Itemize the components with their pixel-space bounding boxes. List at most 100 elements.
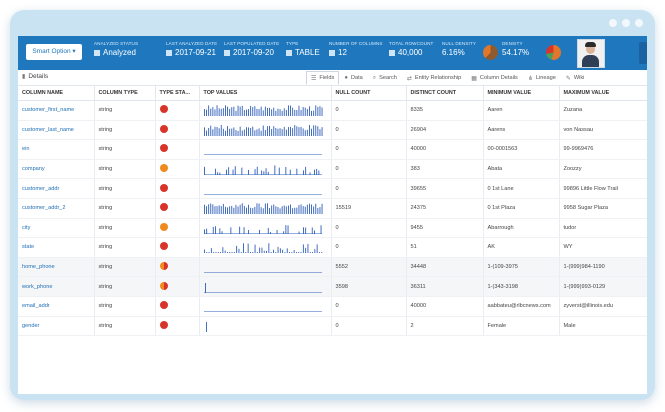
column-name-cell[interactable]: customer_first_name bbox=[18, 100, 95, 121]
header-bar: Smart Option ▾ ANALYZED STATUS Analyzed … bbox=[18, 36, 647, 70]
header-column-name[interactable]: COLUMN NAME bbox=[18, 86, 95, 101]
total-row-count: TOTAL ROWCOUNT 40,000 bbox=[389, 41, 433, 57]
total-row-count-value: 40,000 bbox=[398, 48, 423, 57]
sparkline-bar bbox=[237, 206, 238, 215]
sparkline-bar bbox=[266, 126, 268, 136]
sparkline-bar bbox=[293, 110, 295, 117]
column-name-cell[interactable]: work_phone bbox=[18, 276, 95, 297]
distinct-count-cell: 40000 bbox=[406, 139, 484, 160]
header-null-count[interactable]: NULL COUNT bbox=[331, 86, 407, 101]
maximum-value-cell: 9958 Sugar Plaza bbox=[559, 198, 647, 219]
table-row[interactable]: home_phone string 5552 34448 1-(109-3975 1-(9… bbox=[18, 257, 647, 278]
tab-data[interactable]: ● Data bbox=[339, 71, 367, 85]
column-type-cell: string bbox=[94, 276, 156, 297]
table-row[interactable]: customer_addr string 0 39655 0 1st Lane 99896… bbox=[18, 178, 647, 199]
table-row[interactable]: company string 0 383 Abata Zoozzy bbox=[18, 159, 647, 180]
sparkline-bar bbox=[205, 206, 207, 215]
column-name-cell[interactable]: city bbox=[18, 218, 95, 239]
table-row[interactable]: customer_first_name string 0 8335 Aaren Zuzan… bbox=[18, 100, 647, 121]
table-row[interactable]: customer_last_name string 0 26904 Aarens von … bbox=[18, 120, 647, 141]
minimum-value-cell: Female bbox=[483, 316, 560, 337]
table-row[interactable]: city string 0 9455 Abarrough tudor bbox=[18, 218, 647, 239]
tab-wiki[interactable]: ✎ Wiki bbox=[561, 71, 590, 85]
minimum-value-cell: 0 1st Lane bbox=[483, 178, 560, 199]
column-name-cell[interactable]: home_phone bbox=[18, 257, 95, 278]
header-maximum-value[interactable]: MAXIMUM VALUE bbox=[559, 86, 647, 101]
header-minimum-value[interactable]: MINIMUM VALUE bbox=[483, 86, 560, 101]
null-density-label: NULL DENSITY bbox=[442, 41, 476, 46]
sparkline-bar bbox=[245, 109, 247, 117]
sparkline-bar bbox=[316, 107, 318, 117]
maximum-value-cell: tudor bbox=[559, 218, 647, 239]
header-distinct-count[interactable]: DISTINCT COUNT bbox=[406, 86, 484, 101]
tab-fields[interactable]: ☰ Fields bbox=[306, 71, 340, 85]
header-type-status[interactable]: TYPE STA... bbox=[155, 86, 200, 101]
toolbar: ▮ Details ☰ Fields ● Data ⌕ Search ⇄ Entity … bbox=[18, 70, 647, 86]
sparkline-bar bbox=[298, 231, 299, 234]
maximum-value-cell: 1-(999)984-1190 bbox=[559, 257, 647, 278]
sparkline-bar bbox=[235, 246, 237, 254]
wiki-icon: ✎ bbox=[565, 75, 571, 82]
sparkline-bar bbox=[261, 248, 262, 254]
last-analyzed-date-label: LAST ANALYZED DATE bbox=[166, 41, 218, 46]
column-name-cell[interactable]: state bbox=[18, 237, 95, 258]
minimum-value-cell: Abata bbox=[483, 159, 560, 180]
sparkline-bar bbox=[304, 166, 306, 176]
sparkline-bar bbox=[216, 105, 217, 117]
top-values-sparkline bbox=[203, 154, 322, 156]
sparkline-bar bbox=[226, 207, 228, 215]
table-row[interactable]: ein string 0 40000 00-0001563 99-9969476 bbox=[18, 139, 647, 160]
sparkline-bar bbox=[226, 252, 228, 254]
sparkline-bar bbox=[232, 127, 234, 136]
sparkline-bar bbox=[310, 111, 312, 117]
top-values-sparkline bbox=[203, 272, 322, 273]
top-values-sparkline bbox=[203, 243, 322, 254]
column-name-cell[interactable]: gender bbox=[18, 316, 95, 337]
sparkline-bar bbox=[209, 108, 211, 117]
table-row[interactable]: state string 0 51 AK WY bbox=[18, 237, 647, 258]
table-row[interactable]: gender string 0 2 Female Male bbox=[18, 316, 647, 337]
header-column-type[interactable]: COLUMN TYPE bbox=[94, 86, 156, 101]
top-values-cell bbox=[199, 237, 332, 258]
type-status-cell bbox=[155, 218, 200, 239]
sparkline-bar bbox=[308, 106, 310, 117]
window-dot-2[interactable] bbox=[622, 19, 630, 27]
sparkline-bar bbox=[302, 107, 304, 117]
tab-column-details[interactable]: ▦ Column Details bbox=[466, 71, 523, 85]
sparkline-bar bbox=[256, 129, 257, 136]
sparkline-bar bbox=[310, 204, 312, 215]
status-dot-icon bbox=[159, 222, 168, 231]
sparkline-bar bbox=[278, 167, 280, 176]
sparkline-bar bbox=[270, 128, 272, 136]
column-name-cell[interactable]: customer_addr bbox=[18, 178, 95, 199]
window-dot-3[interactable] bbox=[635, 19, 643, 27]
sparkline-bar bbox=[211, 129, 213, 136]
column-name-cell[interactable]: customer_addr_2 bbox=[18, 198, 95, 219]
top-values-sparkline bbox=[203, 105, 322, 117]
table-row[interactable]: work_phone string 3598 36311 1-(343-3198 1-(9… bbox=[18, 276, 647, 297]
sparkline-bar bbox=[211, 204, 213, 215]
tab-entity-relationship[interactable]: ⇄ Entity Relationship bbox=[402, 71, 466, 85]
column-name-cell[interactable]: email_addr bbox=[18, 296, 95, 317]
sparkline-bar bbox=[207, 204, 209, 215]
smart-option-button[interactable]: Smart Option ▾ bbox=[26, 44, 82, 60]
header-top-values[interactable]: TOP VALUES bbox=[199, 86, 332, 101]
window-dot-1[interactable] bbox=[609, 19, 617, 27]
avatar[interactable] bbox=[577, 39, 605, 68]
header-scrollbar[interactable] bbox=[639, 42, 647, 64]
table-row[interactable]: customer_addr_2 string 15519 24375 0 1st Pla… bbox=[18, 198, 647, 219]
sparkline-bar bbox=[312, 206, 314, 215]
top-values-sparkline bbox=[203, 203, 322, 215]
type-label: TYPE bbox=[286, 41, 299, 46]
sparkline-bar bbox=[287, 205, 289, 215]
sparkline-bar bbox=[247, 204, 249, 215]
tab-lineage[interactable]: ⋔ Lineage bbox=[523, 71, 561, 85]
table-row[interactable]: email_addr string 0 40000 aabbateu@rlbcnews.… bbox=[18, 296, 647, 317]
tab-search[interactable]: ⌕ Search bbox=[368, 71, 402, 85]
column-name-cell[interactable]: ein bbox=[18, 139, 95, 160]
sparkline-bar bbox=[281, 206, 283, 215]
sparkline-bar bbox=[288, 252, 290, 254]
column-name-cell[interactable]: company bbox=[18, 159, 95, 180]
calendar-icon bbox=[224, 49, 230, 56]
column-name-cell[interactable]: customer_last_name bbox=[18, 120, 95, 141]
